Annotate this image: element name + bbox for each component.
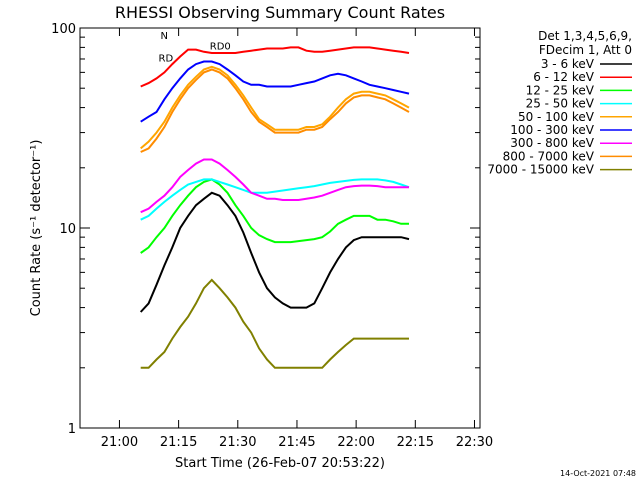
- x-tick-label: 21:00: [101, 435, 138, 450]
- series-line-7: [140, 158, 409, 214]
- legend-label-2: 6 - 12 keV: [533, 70, 595, 84]
- x-axis: 21:00 21:15 21:30 21:45 22:00 22:15 22:30: [101, 28, 493, 450]
- timestamp: 14-Oct-2021 07:48: [560, 469, 636, 478]
- legend-label-6: 100 - 300 keV: [510, 123, 594, 137]
- legend-label-5: 50 - 100 keV: [518, 110, 595, 124]
- legend-header-1: Det 1,3,4,5,6,9,: [538, 29, 632, 43]
- annotation-2: RD: [159, 53, 174, 64]
- plot-area: RD0 RD N: [139, 31, 410, 369]
- y-tick-label: 100: [51, 22, 76, 37]
- legend-header-2: FDecim 1, Att 0: [539, 43, 632, 57]
- annotation-3: N: [160, 31, 167, 42]
- legend-label-4: 25 - 50 keV: [526, 97, 595, 111]
- x-tick-label: 22:30: [456, 435, 493, 450]
- annotation-1: RD0: [210, 42, 231, 53]
- series-line-1: [139, 191, 410, 313]
- x-tick-label: 22:00: [337, 435, 374, 450]
- y-axis: 1 10 100: [51, 22, 480, 437]
- chart-title: RHESSI Observing Summary Count Rates: [115, 3, 445, 22]
- legend-label-7: 300 - 800 keV: [510, 136, 594, 150]
- y-tick-label: 10: [59, 222, 76, 237]
- x-tick-label: 21:45: [278, 435, 315, 450]
- x-tick-label: 21:15: [160, 435, 197, 450]
- x-tick-label: 22:15: [397, 435, 434, 450]
- series-line-3: [140, 178, 409, 254]
- series-line-4: [140, 178, 410, 221]
- y-axis-label: Count Rate (s⁻¹ detector⁻¹): [29, 140, 44, 317]
- x-tick-label: 21:30: [219, 435, 256, 450]
- y-tick-label: 1: [68, 422, 76, 437]
- series-line-2: [140, 46, 410, 88]
- legend-label-3: 12 - 25 keV: [526, 83, 595, 97]
- legend-label-8: 800 - 7000 keV: [503, 149, 595, 163]
- series-line-8: [140, 68, 410, 153]
- series-line-6: [140, 60, 410, 123]
- legend: Det 1,3,4,5,6,9,FDecim 1, Att 03 - 6 keV…: [487, 29, 632, 177]
- legend-label-9: 7000 - 15000 keV: [487, 163, 594, 177]
- x-axis-label: Start Time (26-Feb-07 20:53:22): [175, 456, 385, 471]
- legend-label-1: 3 - 6 keV: [541, 57, 595, 71]
- series-line-9: [140, 278, 409, 369]
- series-line-5: [140, 65, 410, 150]
